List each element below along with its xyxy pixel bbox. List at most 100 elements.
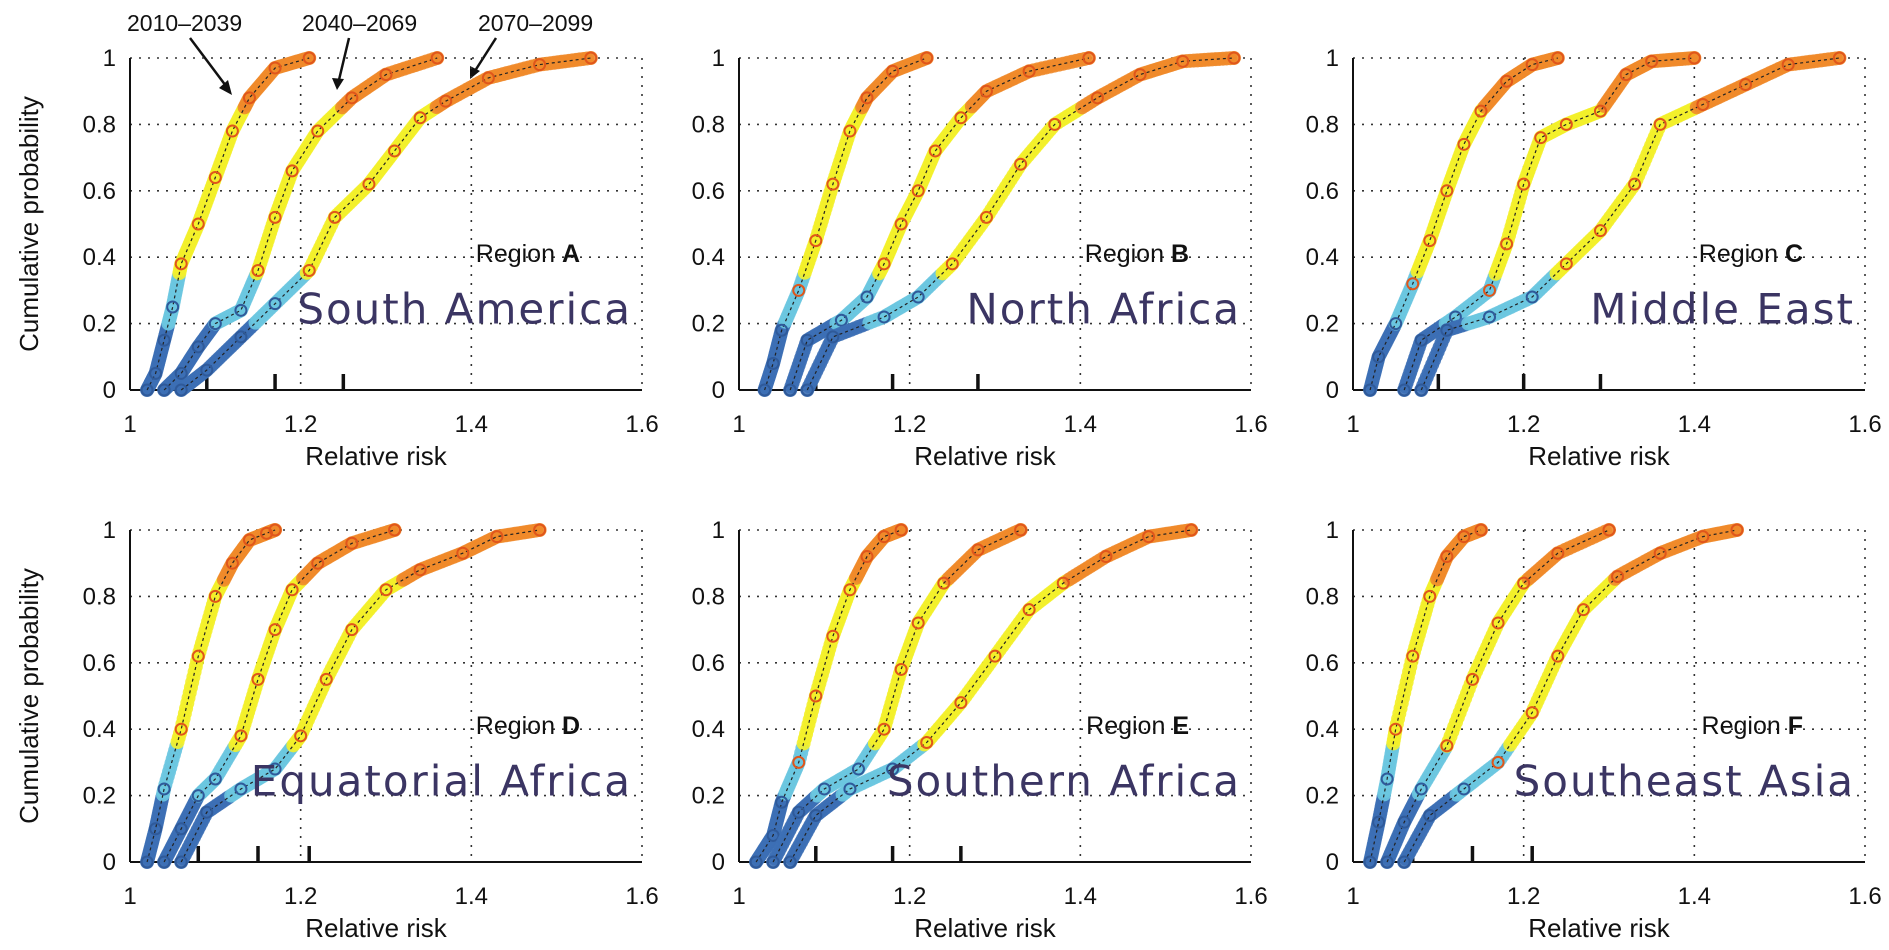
data-marker (140, 855, 154, 869)
region-label: Region D (476, 712, 580, 740)
data-marker (954, 696, 968, 710)
data-marker (1687, 51, 1701, 65)
data-marker (1176, 54, 1190, 68)
series-line (1369, 529, 1482, 863)
data-marker (379, 583, 393, 597)
data-marker (766, 855, 780, 869)
data-marker (954, 111, 968, 125)
data-marker (1653, 546, 1667, 560)
data-marker (971, 543, 985, 557)
x-tick-label: 1 (123, 411, 136, 438)
data-marker (345, 91, 359, 105)
period-arrow-2 (336, 37, 351, 85)
data-marker (268, 210, 282, 224)
series-1 (1363, 523, 1488, 869)
data-marker (1551, 546, 1565, 560)
data-marker (208, 589, 222, 603)
region-label: Region A (476, 240, 580, 268)
data-marker (860, 290, 874, 304)
y-tick-label: 1 (103, 45, 116, 72)
y-tick-label: 0.4 (1306, 716, 1339, 743)
data-marker (294, 729, 308, 743)
series-2 (766, 523, 1028, 869)
region-label: Region F (1702, 712, 1803, 740)
data-marker (911, 616, 925, 630)
y-tick-label: 0.4 (692, 244, 725, 271)
data-marker (1500, 237, 1514, 251)
x-tick-label: 1.4 (1064, 411, 1097, 438)
period-arrow-1 (189, 37, 230, 91)
series-1 (757, 51, 934, 397)
data-marker (979, 210, 993, 224)
data-marker (1517, 576, 1531, 590)
data-marker (1483, 310, 1497, 324)
x-tick-label: 1.4 (1064, 883, 1097, 910)
chart-panel-a: 1 1.2 1.4 1.6 0 0.2 0.4 0.6 0.8 1 Relative risk Cum… (14, 45, 659, 471)
series-1 (140, 523, 283, 869)
data-marker (191, 789, 205, 803)
x-tick-label: 1.2 (893, 883, 926, 910)
data-marker (533, 58, 547, 72)
period-annotations: 2010–2039 2040–2069 2070–2099 (127, 10, 593, 95)
x-tick-label: 1.4 (1678, 883, 1711, 910)
data-marker (988, 649, 1002, 663)
data-marker (328, 210, 342, 224)
data-marker (886, 762, 900, 776)
data-marker (1048, 117, 1062, 131)
data-marker (268, 523, 282, 537)
data-marker (1423, 234, 1437, 248)
data-marker (1414, 333, 1428, 347)
x-tick-label: 1.6 (1848, 883, 1881, 910)
region-label: Region E (1086, 712, 1189, 740)
data-marker (1397, 815, 1411, 829)
y-tick-label: 0 (1326, 849, 1339, 876)
data-marker (533, 523, 547, 537)
data-marker (809, 234, 823, 248)
data-marker (911, 290, 925, 304)
y-tick-label: 0 (712, 849, 725, 876)
data-marker (843, 583, 857, 597)
series-3 (800, 51, 1241, 397)
x-tick-label: 1.6 (625, 883, 658, 910)
data-marker (1602, 523, 1616, 537)
data-marker (260, 526, 274, 540)
x-tick-label: 1.2 (1507, 411, 1540, 438)
data-marker (388, 144, 402, 158)
y-tick-label: 0.6 (1306, 650, 1339, 677)
x-axis-label: Relative risk (305, 913, 448, 943)
chart-panel-b: 1 1.2 1.4 1.6 0 0.2 0.4 0.6 0.8 1 Relative risk Reg… (692, 45, 1268, 471)
data-marker (1133, 68, 1147, 82)
data-marker (1423, 809, 1437, 823)
y-tick-label: 0.8 (1306, 111, 1339, 138)
data-marker (1099, 550, 1113, 564)
series-3 (1397, 523, 1744, 869)
data-marker (200, 363, 214, 377)
chart-panel-e: 1 1.2 1.4 1.6 0 0.2 0.4 0.6 0.8 1 Relative risk Reg… (692, 517, 1268, 943)
data-marker (1414, 782, 1428, 796)
data-marker (1611, 569, 1625, 583)
y-tick-label: 0.4 (692, 716, 725, 743)
y-tick-label: 0 (1326, 377, 1339, 404)
series-3 (174, 523, 547, 869)
data-marker (584, 51, 598, 65)
data-marker (979, 84, 993, 98)
y-tick-label: 0.2 (83, 311, 116, 338)
data-marker (860, 550, 874, 564)
data-marker (1389, 317, 1403, 331)
x-tick-label: 1.6 (1234, 883, 1267, 910)
data-marker (268, 762, 282, 776)
data-marker (1593, 104, 1607, 118)
data-marker (894, 662, 908, 676)
y-tick-label: 0.6 (83, 650, 116, 677)
data-marker (1534, 131, 1548, 145)
data-marker (1022, 64, 1036, 78)
data-marker (1491, 755, 1505, 769)
y-tick-label: 1 (103, 517, 116, 544)
data-marker (234, 729, 248, 743)
data-marker (1423, 589, 1437, 603)
data-marker (140, 383, 154, 397)
data-marker (894, 523, 908, 537)
data-marker (1457, 782, 1471, 796)
data-marker (234, 330, 248, 344)
